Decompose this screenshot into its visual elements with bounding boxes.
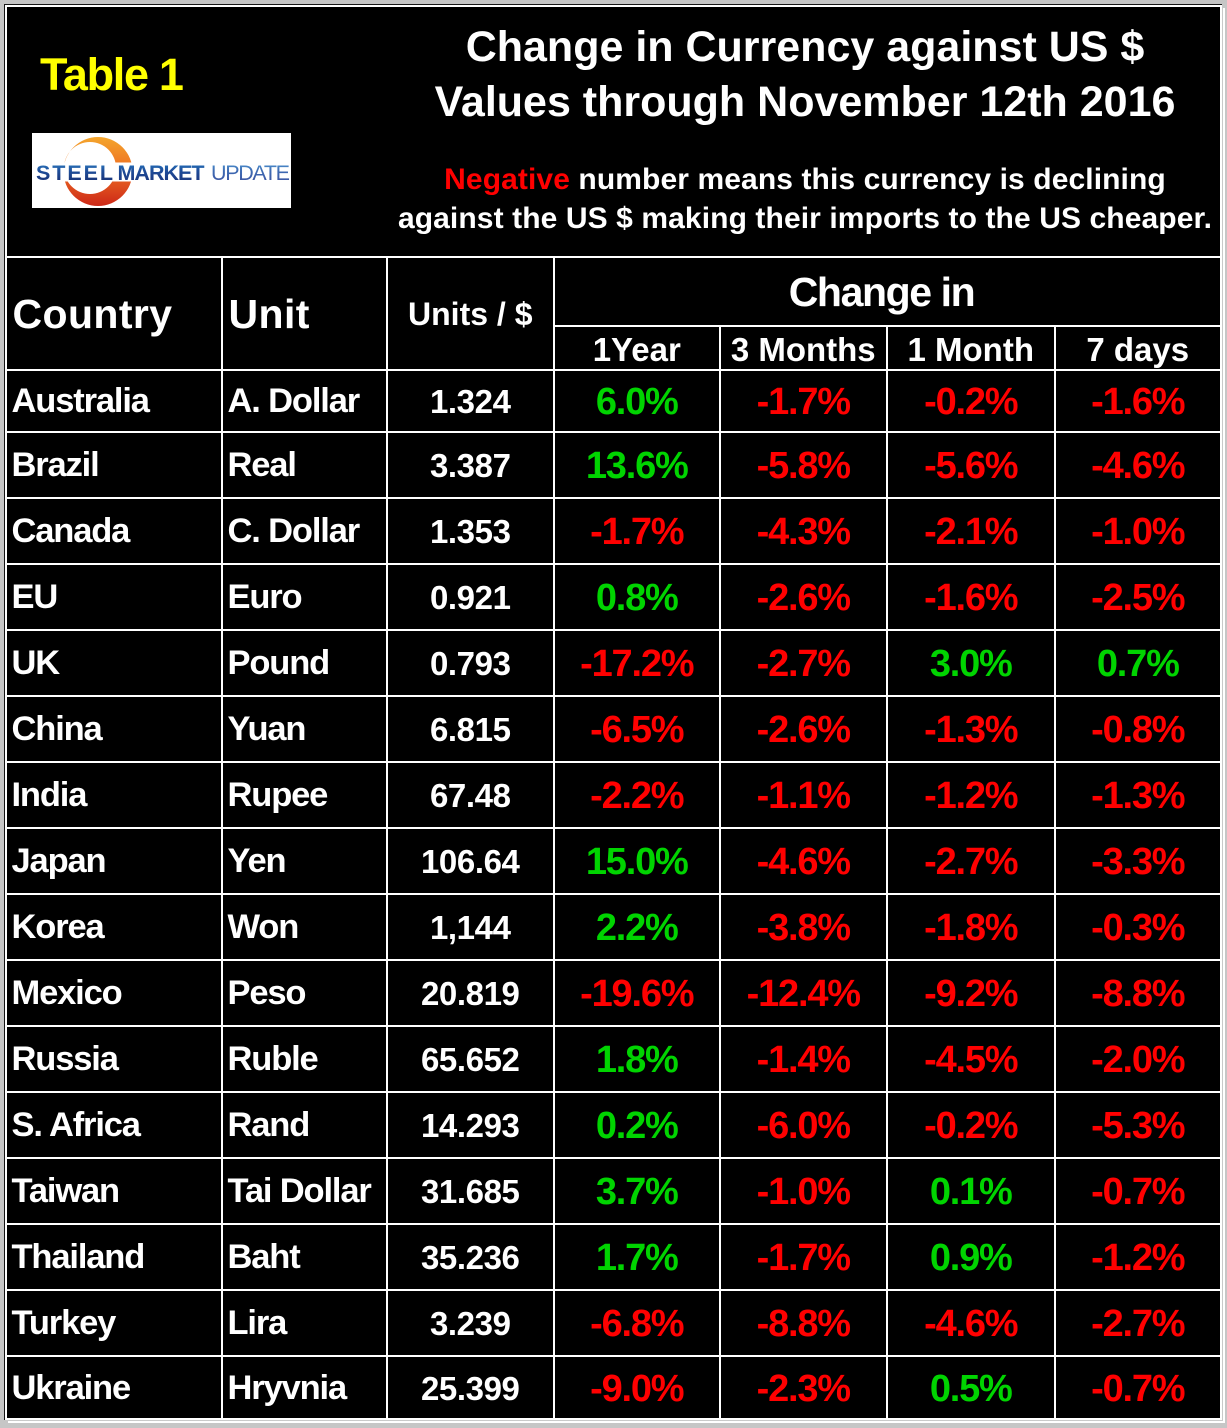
svg-text:MARKET: MARKET [118,161,205,185]
svg-text:UPDATE: UPDATE [211,161,290,185]
svg-text:STEEL: STEEL [36,161,113,185]
